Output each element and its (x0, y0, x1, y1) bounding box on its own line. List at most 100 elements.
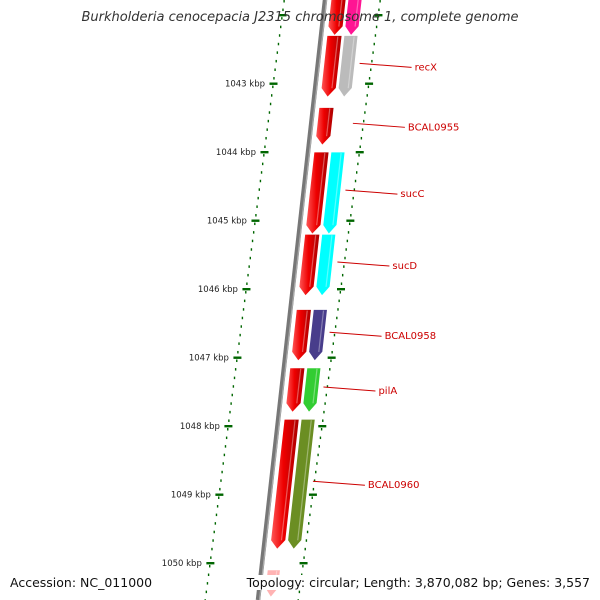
minor-tick (323, 410, 325, 414)
minor-tick (248, 265, 250, 268)
minor-tick (234, 368, 237, 371)
gene-arrow[interactable] (302, 367, 322, 413)
minor-tick (343, 265, 345, 268)
gene-arrow[interactable] (337, 35, 359, 98)
tick-label: 1043 kbp (225, 80, 265, 90)
minor-tick (374, 34, 377, 37)
minor-tick (334, 325, 337, 328)
minor-tick (259, 179, 262, 183)
minor-tick (221, 470, 223, 474)
strand-features (264, 0, 347, 598)
minor-tick (311, 496, 313, 499)
major-tick (233, 356, 242, 359)
minor-tick (209, 564, 211, 568)
minor-tick (269, 102, 272, 106)
minor-tick (365, 102, 367, 106)
map-title: Burkholderia cenocepacia J2315 chromosom… (81, 10, 519, 25)
minor-tick (347, 231, 350, 234)
strand-arrow[interactable] (270, 418, 300, 550)
gene-label[interactable]: sucC (400, 189, 424, 200)
gene-label[interactable]: recX (415, 62, 438, 73)
gene-label[interactable]: sucD (392, 261, 417, 272)
minor-tick (236, 359, 238, 363)
minor-tick (216, 505, 219, 508)
minor-tick (350, 214, 352, 217)
gene-arrow-shine (332, 152, 342, 226)
minor-tick (277, 42, 280, 46)
minor-tick (260, 171, 263, 174)
strand-arrow[interactable] (285, 367, 306, 413)
minor-tick (267, 119, 270, 123)
minor-tick (251, 239, 254, 243)
minor-tick (371, 59, 373, 63)
tick-label: 1047 kbp (189, 354, 229, 364)
gene-label[interactable]: BCAL0955 (408, 122, 460, 133)
scale-ticks: 1043 kbp 1044 kbp 1045 kbp 1046 kbp 1047 kbp… (162, 0, 383, 600)
minor-tick (281, 17, 283, 20)
minor-tick (340, 282, 343, 285)
gene-label-leader (359, 62, 412, 68)
minor-tick (266, 128, 268, 131)
minor-tick (373, 42, 375, 46)
minor-tick (306, 530, 309, 534)
strand-arrow[interactable] (327, 0, 347, 37)
minor-tick (353, 188, 356, 191)
major-tick (260, 151, 269, 154)
gene-arrow[interactable] (315, 233, 337, 297)
major-tick (299, 562, 308, 565)
strand-arrow[interactable] (315, 107, 335, 146)
minor-tick (345, 248, 347, 251)
minor-tick (282, 8, 284, 12)
backbone-highlight (258, 0, 328, 600)
gene-arrow-shine (354, 0, 359, 27)
major-tick (365, 82, 374, 85)
tick-label: 1049 kbp (171, 491, 211, 501)
minor-tick (368, 77, 371, 80)
minor-tick (348, 222, 351, 226)
major-tick (374, 14, 383, 17)
minor-tick (233, 376, 236, 380)
minor-tick (303, 556, 305, 559)
gene-label[interactable]: BCAL0960 (368, 480, 420, 491)
minor-tick (229, 410, 231, 414)
minor-tick (257, 196, 259, 200)
strand-arrow[interactable] (291, 309, 312, 362)
major-tick (308, 493, 317, 496)
backbone-arc (255, 0, 328, 600)
minor-tick (310, 505, 312, 508)
minor-tick (268, 111, 271, 114)
major-tick (278, 14, 287, 17)
topology-text: Topology: circular; Length: 3,870,082 bp… (244, 575, 590, 590)
minor-tick (344, 256, 346, 260)
backbone-line (255, 0, 328, 600)
major-tick (327, 356, 336, 359)
gene-label-leader (352, 122, 405, 128)
minor-tick (213, 530, 215, 534)
minor-tick (214, 522, 217, 525)
strand-arrow[interactable] (320, 35, 343, 98)
minor-tick (240, 325, 242, 328)
gene-arrow[interactable] (344, 0, 363, 37)
major-tick (224, 425, 233, 428)
strand-arrow-shine (316, 152, 326, 226)
gene-label[interactable]: BCAL0958 (385, 331, 437, 342)
gene-label-leader (345, 189, 398, 195)
gene-arrow[interactable] (322, 151, 346, 235)
minor-tick (359, 145, 361, 149)
minor-tick (212, 539, 214, 542)
minor-tick (320, 428, 323, 431)
strand-arrow[interactable] (298, 233, 321, 297)
gene-arrow[interactable] (287, 418, 316, 550)
strand-arrow[interactable] (305, 151, 330, 235)
gene-arrow[interactable] (308, 309, 328, 362)
minor-tick (275, 59, 277, 63)
gene-arrow-shine (297, 420, 312, 541)
gene-label[interactable]: pilA (378, 386, 397, 397)
minor-tick (250, 248, 253, 251)
minor-tick (252, 231, 255, 234)
strand-arrow-shine (331, 36, 339, 89)
minor-tick (256, 205, 258, 208)
minor-tick (309, 513, 311, 517)
